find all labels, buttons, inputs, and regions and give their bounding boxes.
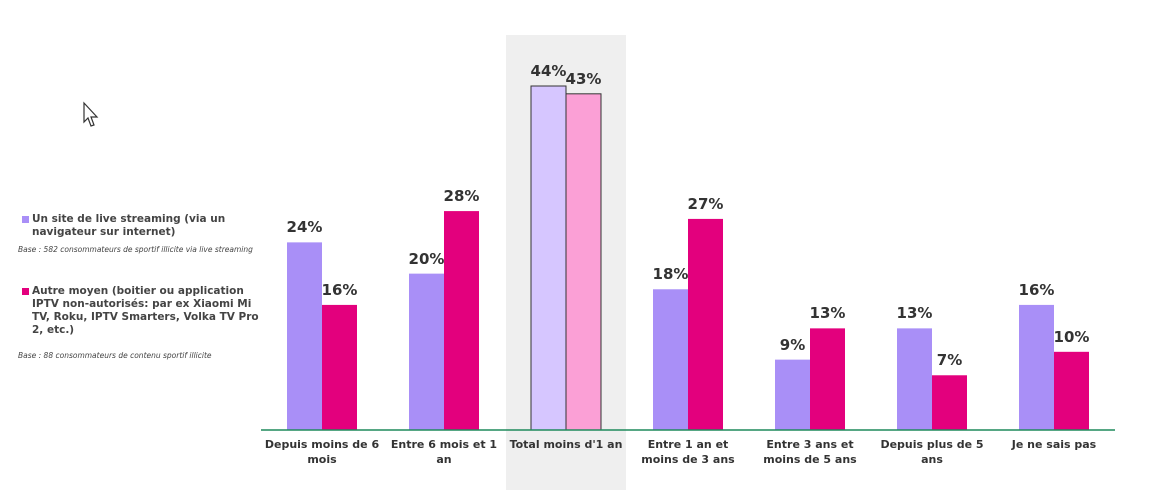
x-tick-label: Je ne sais pas [1011, 438, 1097, 451]
bar [565, 93, 602, 431]
bar [653, 289, 688, 430]
value-label: 16% [1018, 280, 1055, 299]
bar [688, 218, 723, 430]
value-label: 9% [779, 335, 806, 354]
legend-entry: Un site de live streaming (via un naviga… [22, 213, 262, 239]
bar [897, 328, 932, 430]
bar [810, 328, 845, 430]
x-tick-label: Total moins d'1 an [509, 438, 623, 451]
value-label: 27% [687, 194, 724, 213]
bar [932, 375, 967, 430]
base-note: Base : 88 consommateurs de contenu sport… [18, 351, 212, 360]
legend-swatch [22, 288, 29, 295]
value-label: 20% [408, 249, 445, 268]
base-note: Base : 582 consommateurs de sportif illi… [18, 245, 253, 254]
legend-label: Un site de live streaming (via un naviga… [32, 213, 226, 238]
cursor [83, 101, 99, 127]
value-label: 10% [1053, 327, 1090, 346]
legend-label: Autre moyen (boitier ou application IPTV… [32, 285, 259, 336]
value-label: 18% [652, 265, 689, 284]
x-tick-label: Depuis moins de 6 mois [264, 438, 380, 466]
bar [775, 359, 810, 430]
value-label: 24% [286, 218, 323, 237]
bar [1054, 351, 1089, 430]
value-label: 13% [809, 304, 846, 323]
value-label: 43% [565, 69, 602, 88]
legend-swatch [22, 216, 29, 223]
value-label: 13% [896, 304, 933, 323]
bar [409, 273, 444, 430]
x-tick-label: Entre 1 an et moins de 3 ans [641, 438, 735, 466]
x-tick-label: Entre 6 mois et 1 an [390, 438, 498, 466]
value-label: 16% [321, 280, 358, 299]
value-label: 44% [530, 62, 567, 80]
x-tick-label: Depuis plus de 5 ans [880, 438, 984, 466]
bar [444, 211, 479, 430]
bar [322, 304, 357, 430]
value-label: 28% [443, 187, 480, 206]
value-label: 7% [936, 351, 963, 370]
bar [287, 242, 322, 430]
x-tick-label: Entre 3 ans et moins de 5 ans [763, 438, 857, 466]
legend-entry: Autre moyen (boitier ou application IPTV… [22, 285, 262, 337]
bar [1019, 304, 1054, 430]
bar [530, 85, 567, 431]
